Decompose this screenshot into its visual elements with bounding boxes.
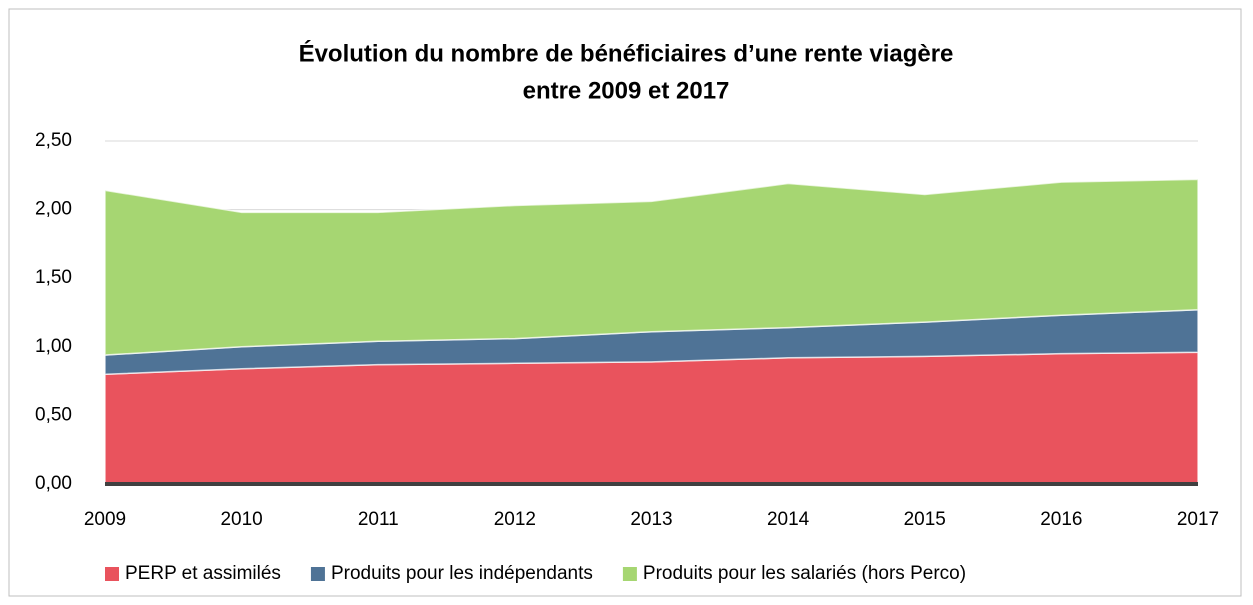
y-tick-label: 0,00: [35, 473, 72, 494]
legend-label: Produits pour les indépendants: [331, 563, 593, 584]
chart-title: entre 2009 et 2017: [523, 77, 730, 104]
legend-swatch: [622, 567, 637, 581]
x-tick-label: 2013: [630, 509, 672, 530]
x-tick-label: 2010: [220, 509, 262, 530]
area: [104, 178, 1199, 356]
x-tick-label: 2015: [904, 509, 946, 530]
x-tick-label: 2016: [1040, 509, 1082, 530]
y-tick-label: 1,00: [35, 336, 72, 357]
legend-label: PERP et assimilés: [125, 563, 281, 584]
x-tick-label: 2014: [767, 509, 810, 530]
x-tick-label: 2009: [84, 509, 126, 530]
y-tick-label: 2,00: [35, 199, 72, 220]
x-tick-label: 2012: [494, 509, 536, 530]
x-tick-label: 2017: [1177, 509, 1219, 530]
chart-title: Évolution du nombre de bénéficiaires d’u…: [299, 39, 954, 67]
legend-swatch: [310, 567, 325, 581]
area: [104, 351, 1199, 485]
y-tick-label: 2,50: [35, 130, 72, 151]
y-tick-label: 0,50: [35, 404, 72, 425]
legend-swatch: [105, 567, 119, 581]
legend-label: Produits pour les salariés (hors Perco): [643, 563, 966, 584]
y-tick-label: 1,50: [35, 267, 72, 288]
x-tick-label: 2011: [358, 509, 399, 530]
